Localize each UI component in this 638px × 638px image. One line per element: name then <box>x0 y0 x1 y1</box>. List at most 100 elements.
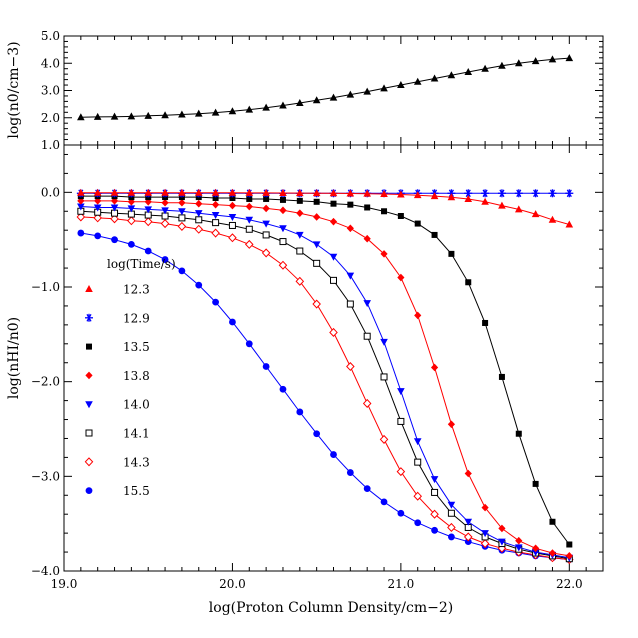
data-point <box>178 198 186 207</box>
data-point <box>380 498 388 506</box>
legend-marker <box>84 457 94 467</box>
data-point <box>363 189 371 197</box>
legend-entry-label: 12.9 <box>123 311 150 325</box>
top-panel: 1.0 2.0 3.0 4.0 5.0 <box>41 29 604 152</box>
data-point <box>481 64 489 72</box>
data-point <box>212 195 219 202</box>
data-point <box>347 201 354 208</box>
data-point <box>346 272 355 280</box>
legend-entry-label: 14.1 <box>123 427 150 441</box>
data-point <box>93 112 102 120</box>
data-point <box>312 96 321 104</box>
data-point <box>228 233 237 243</box>
data-point <box>447 420 456 429</box>
data-point <box>93 213 102 223</box>
data-point <box>515 430 522 437</box>
data-point <box>262 188 270 196</box>
data-point <box>481 503 489 512</box>
data-point <box>279 188 287 196</box>
data-point <box>464 469 472 478</box>
data-point <box>143 217 153 227</box>
data-point <box>430 509 439 519</box>
data-point <box>295 276 305 286</box>
data-point <box>447 509 455 517</box>
data-point <box>296 197 303 204</box>
series-line-15.5 <box>80 232 570 561</box>
data-point <box>481 530 489 538</box>
data-point <box>279 101 287 109</box>
data-point <box>93 204 102 212</box>
data-point <box>160 219 170 229</box>
data-point <box>431 488 439 496</box>
data-point <box>363 87 371 95</box>
series-line-13.5 <box>80 195 570 545</box>
data-point <box>144 198 152 206</box>
data-point <box>532 480 539 487</box>
data-point <box>76 212 86 222</box>
data-point <box>262 363 270 370</box>
data-point <box>144 247 152 255</box>
legend-entry-label: 14.3 <box>123 455 150 469</box>
data-point <box>178 214 186 222</box>
y-tick-label: 1.0 <box>41 138 60 152</box>
data-point <box>279 225 287 233</box>
data-point <box>127 241 135 248</box>
data-point <box>211 108 220 116</box>
data-point <box>565 552 573 560</box>
data-point <box>566 541 573 548</box>
data-point <box>245 188 254 196</box>
data-point <box>211 212 220 220</box>
data-point <box>127 198 135 206</box>
data-point <box>548 55 557 63</box>
data-point <box>447 522 456 532</box>
data-point <box>346 300 354 308</box>
data-point <box>363 332 371 340</box>
data-point <box>110 204 119 212</box>
y-tick-label: 2.0 <box>41 111 60 125</box>
data-point <box>413 438 422 446</box>
data-point <box>296 209 304 217</box>
top-plot-frame <box>63 35 604 146</box>
x-tick-label: 21.0 <box>388 577 415 591</box>
x-tick-label: 19.0 <box>51 577 78 591</box>
data-point <box>397 81 405 89</box>
data-point <box>396 467 406 477</box>
top-y-axis-label: log(n0/cm−3) <box>6 41 22 138</box>
data-point <box>430 476 439 484</box>
data-point <box>464 194 473 202</box>
data-point <box>228 221 236 229</box>
data-point <box>127 188 136 196</box>
data-point <box>464 518 473 526</box>
data-point <box>430 363 439 372</box>
data-point <box>413 77 422 85</box>
data-point <box>296 247 304 255</box>
data-point <box>346 361 355 372</box>
legend-marker <box>85 429 93 437</box>
data-point <box>313 430 321 438</box>
data-point <box>111 236 118 244</box>
data-point <box>296 231 304 239</box>
data-point <box>414 220 421 227</box>
data-point <box>245 216 254 224</box>
data-point <box>195 199 203 208</box>
data-point <box>313 198 320 205</box>
data-point <box>447 71 456 79</box>
data-point <box>211 200 220 209</box>
data-point <box>465 279 472 286</box>
data-point <box>397 213 404 219</box>
data-point <box>363 300 371 308</box>
data-point <box>381 208 388 215</box>
data-point <box>363 485 371 493</box>
data-point <box>178 188 186 196</box>
data-point <box>565 220 574 228</box>
data-point <box>514 205 523 213</box>
data-point <box>279 196 286 203</box>
data-point <box>144 188 153 196</box>
data-point <box>110 188 119 196</box>
data-point <box>312 241 321 249</box>
data-point <box>262 103 270 111</box>
data-point <box>330 276 337 284</box>
data-point <box>430 192 439 200</box>
data-point <box>245 202 253 211</box>
data-point <box>549 518 556 525</box>
